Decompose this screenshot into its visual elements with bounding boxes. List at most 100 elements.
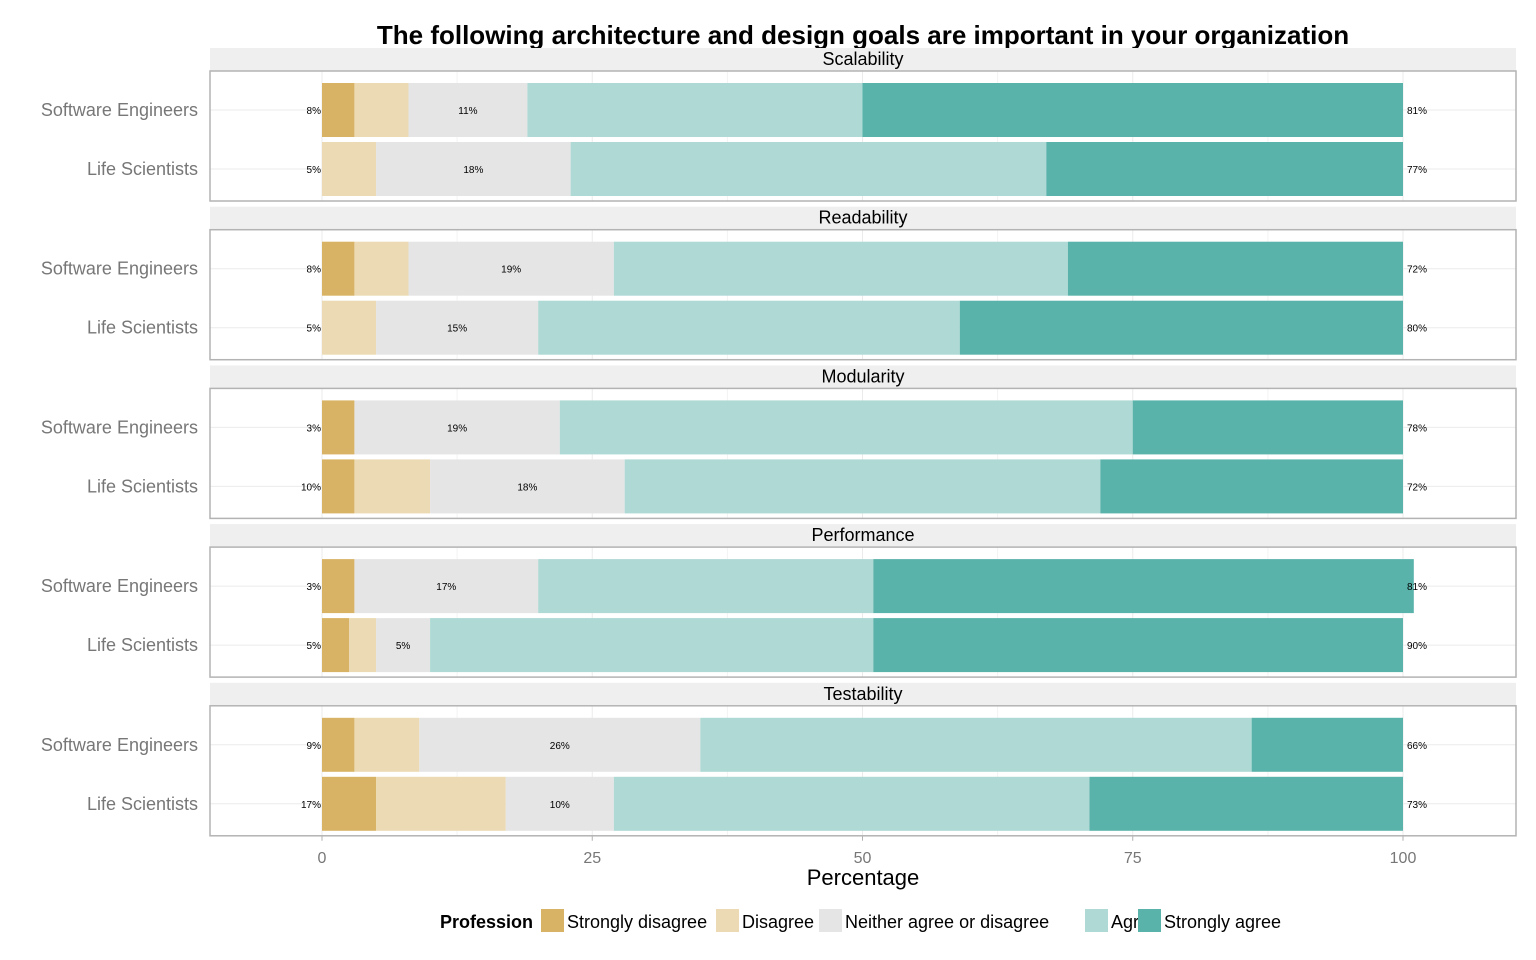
bar-segment-strongly-disagree [322, 776, 377, 831]
panel-border [209, 387, 1517, 520]
bar-segment-neutral [376, 300, 539, 355]
neutral-percent-label: 19% [501, 265, 521, 276]
negative-percent-label: 9% [307, 741, 322, 752]
bar-segment-strongly-disagree [322, 717, 355, 772]
bar-segment-agree [570, 142, 1047, 196]
negative-percent-label: 3% [307, 582, 322, 593]
bar-segment-strongly-agree [959, 300, 1403, 355]
bar-segment-agree [538, 559, 874, 614]
legend-label: Strongly disagree [567, 912, 707, 932]
bar-segment-agree [613, 776, 1090, 831]
bar-segment-strongly-disagree [322, 83, 355, 137]
bar-segment-strongly-disagree [322, 241, 355, 296]
bar-segment-neutral [430, 459, 625, 514]
neutral-percent-label: 18% [463, 165, 483, 176]
negative-percent-label: 8% [307, 106, 322, 117]
x-tick-label: 50 [854, 850, 872, 867]
neutral-percent-label: 17% [436, 582, 456, 593]
x-tick-label: 0 [318, 850, 327, 867]
bar-segment-strongly-disagree [322, 400, 355, 455]
facet-strip-label: Readability [818, 208, 907, 228]
bar-segment-neutral [376, 142, 571, 196]
bar-segment-strongly-disagree [322, 618, 350, 673]
panel-border [209, 546, 1517, 678]
bar-segment-disagree [376, 776, 506, 831]
neutral-percent-label: 26% [550, 741, 570, 752]
legend-swatch-strongly-disagree [541, 909, 564, 932]
bar-segment-strongly-agree [1089, 776, 1403, 831]
facet-strip [210, 682, 1516, 706]
y-tick-label: Software Engineers [41, 259, 198, 279]
bar-segment-strongly-agree [1100, 459, 1403, 514]
bar-segment-neutral [376, 618, 431, 673]
bar-segment-strongly-agree [1251, 717, 1403, 772]
x-tick-label: 100 [1390, 850, 1417, 867]
x-tick-label: 25 [583, 850, 601, 867]
y-tick-label: Life Scientists [87, 794, 198, 814]
positive-percent-label: 80% [1407, 324, 1427, 335]
legend: Profession Strongly disagree Disagree Neith… [440, 909, 1281, 932]
facet-strip-label: Performance [811, 525, 914, 545]
facet-strip [210, 524, 1516, 548]
facet-strip [210, 365, 1516, 389]
facet-strip [210, 48, 1516, 71]
facet-panel: Testability Software Engineers 9% 26% 66% Lif… [41, 682, 1517, 837]
bar-segment-neutral [354, 400, 560, 455]
positive-percent-label: 90% [1407, 641, 1427, 652]
bar-segment-disagree [322, 300, 377, 355]
negative-percent-label: 5% [307, 324, 322, 335]
facet-strip [210, 206, 1516, 230]
neutral-percent-label: 15% [447, 324, 467, 335]
bar-segment-agree [527, 83, 863, 137]
neutral-percent-label: 5% [396, 641, 411, 652]
bar-segment-disagree [354, 83, 409, 137]
chart-title: The following architecture and design go… [377, 20, 1349, 50]
bar-segment-agree [559, 400, 1133, 455]
facet-strip-label: Testability [823, 684, 902, 704]
facet-strip-label: Modularity [821, 366, 904, 386]
bar-segment-agree [700, 717, 1252, 772]
neutral-percent-label: 18% [517, 482, 537, 493]
legend-label: Disagree [742, 912, 814, 932]
positive-percent-label: 81% [1407, 106, 1427, 117]
facet-panel: Modularity Software Engineers 3% 19% 78% Life… [41, 365, 1517, 520]
neutral-percent-label: 19% [447, 423, 467, 434]
bar-segment-agree [430, 618, 874, 673]
positive-percent-label: 72% [1407, 265, 1427, 276]
negative-percent-label: 10% [301, 482, 321, 493]
legend-swatch-strongly-agree [1138, 909, 1161, 932]
facet-panel: Readability Software Engineers 8% 19% 72% Lif… [41, 206, 1517, 361]
x-axis-title: Percentage [807, 865, 920, 890]
bar-segment-strongly-agree [873, 618, 1403, 673]
positive-percent-label: 66% [1407, 741, 1427, 752]
facet-panels: Scalability Software Engineers 8% 11% 81% Lif… [41, 48, 1517, 837]
facet-panel: Scalability Software Engineers 8% 11% 81% Lif… [41, 48, 1517, 202]
facet-panel: Performance Software Engineers 3% 17% 81% Lif… [41, 524, 1517, 678]
bar-segment-strongly-disagree [322, 559, 355, 614]
y-tick-label: Life Scientists [87, 159, 198, 179]
bar-segment-disagree [349, 618, 377, 673]
y-tick-label: Software Engineers [41, 100, 198, 120]
legend-label: Strongly agree [1164, 912, 1281, 932]
bar-segment-disagree [354, 459, 431, 514]
y-tick-label: Life Scientists [87, 318, 198, 338]
bar-segment-neutral [408, 83, 528, 137]
bar-segment-neutral [408, 241, 614, 296]
bar-segment-agree [613, 241, 1068, 296]
neutral-percent-label: 11% [458, 106, 477, 117]
legend-title: Profession [440, 912, 533, 932]
bar-segment-agree [538, 300, 960, 355]
positive-percent-label: 73% [1407, 800, 1427, 811]
bar-segment-agree [624, 459, 1101, 514]
legend-swatch-neutral [819, 909, 842, 932]
negative-percent-label: 3% [307, 423, 322, 434]
bar-segment-disagree [354, 241, 409, 296]
bar-segment-neutral [354, 559, 539, 614]
bar-segment-strongly-agree [1132, 400, 1403, 455]
facet-strip-label: Scalability [822, 49, 903, 69]
legend-label: Neither agree or disagree [845, 912, 1049, 932]
bar-segment-strongly-agree [1067, 241, 1403, 296]
bar-segment-strongly-agree [873, 559, 1414, 614]
positive-percent-label: 81% [1407, 582, 1427, 593]
